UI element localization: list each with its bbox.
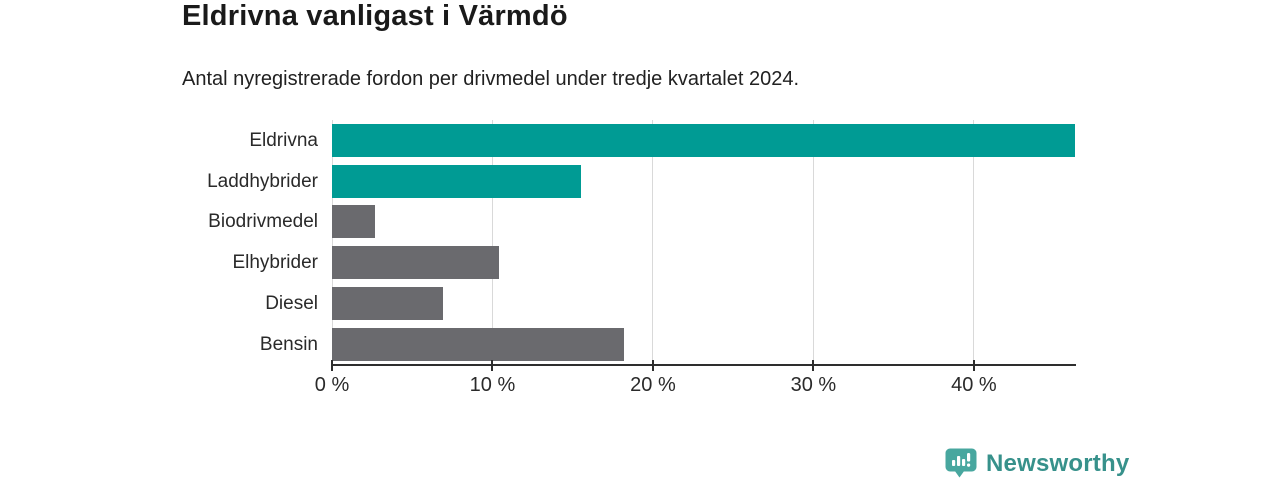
gridline-30	[812, 120, 814, 365]
chart-title: Eldrivna vanligast i Värmdö	[182, 0, 568, 32]
x-axis-tick-0	[331, 360, 333, 371]
category-label-elhybrider: Elhybrider	[232, 252, 318, 274]
gridline-10	[491, 120, 493, 365]
x-axis-tick-30	[812, 360, 815, 371]
x-axis-tick-label-30: 30 %	[790, 374, 837, 396]
category-label-laddhybrider: Laddhybrider	[207, 170, 318, 192]
category-label-eldrivna: Eldrivna	[249, 130, 318, 151]
gridline-0	[331, 120, 333, 365]
x-axis-tick-label-0: 0 %	[314, 374, 350, 396]
bar-chart-speech-bubble-icon	[944, 447, 978, 480]
x-axis-tick-10	[491, 360, 494, 371]
gridline-40	[973, 120, 975, 365]
x-axis-tick-label-20: 20 %	[630, 374, 676, 396]
category-label-biodrivmedel: Biodrivmedel	[208, 211, 318, 233]
gridline-20	[652, 120, 654, 365]
x-axis-line	[332, 364, 1076, 366]
bar-eldrivna	[332, 124, 1075, 157]
x-axis-tick-40	[972, 360, 975, 371]
x-axis-tick-label-10: 10 %	[469, 374, 516, 396]
x-axis-tick-label-40: 40 %	[951, 374, 997, 396]
newsworthy-logo: Newsworthy	[944, 447, 1129, 480]
chart-subtitle: Antal nyregistrerade fordon per drivmede…	[182, 68, 800, 90]
bar-elhybrider	[332, 246, 499, 280]
bar-biodrivmedel	[332, 205, 376, 239]
newsworthy-logo-text: Newsworthy	[986, 449, 1130, 477]
category-label-diesel: Diesel	[265, 292, 318, 314]
category-label-bensin: Bensin	[259, 333, 318, 355]
bar-laddhybrider	[332, 164, 581, 198]
bar-diesel	[332, 286, 443, 320]
x-axis-tick-20	[651, 360, 654, 371]
bar-bensin	[332, 327, 625, 361]
